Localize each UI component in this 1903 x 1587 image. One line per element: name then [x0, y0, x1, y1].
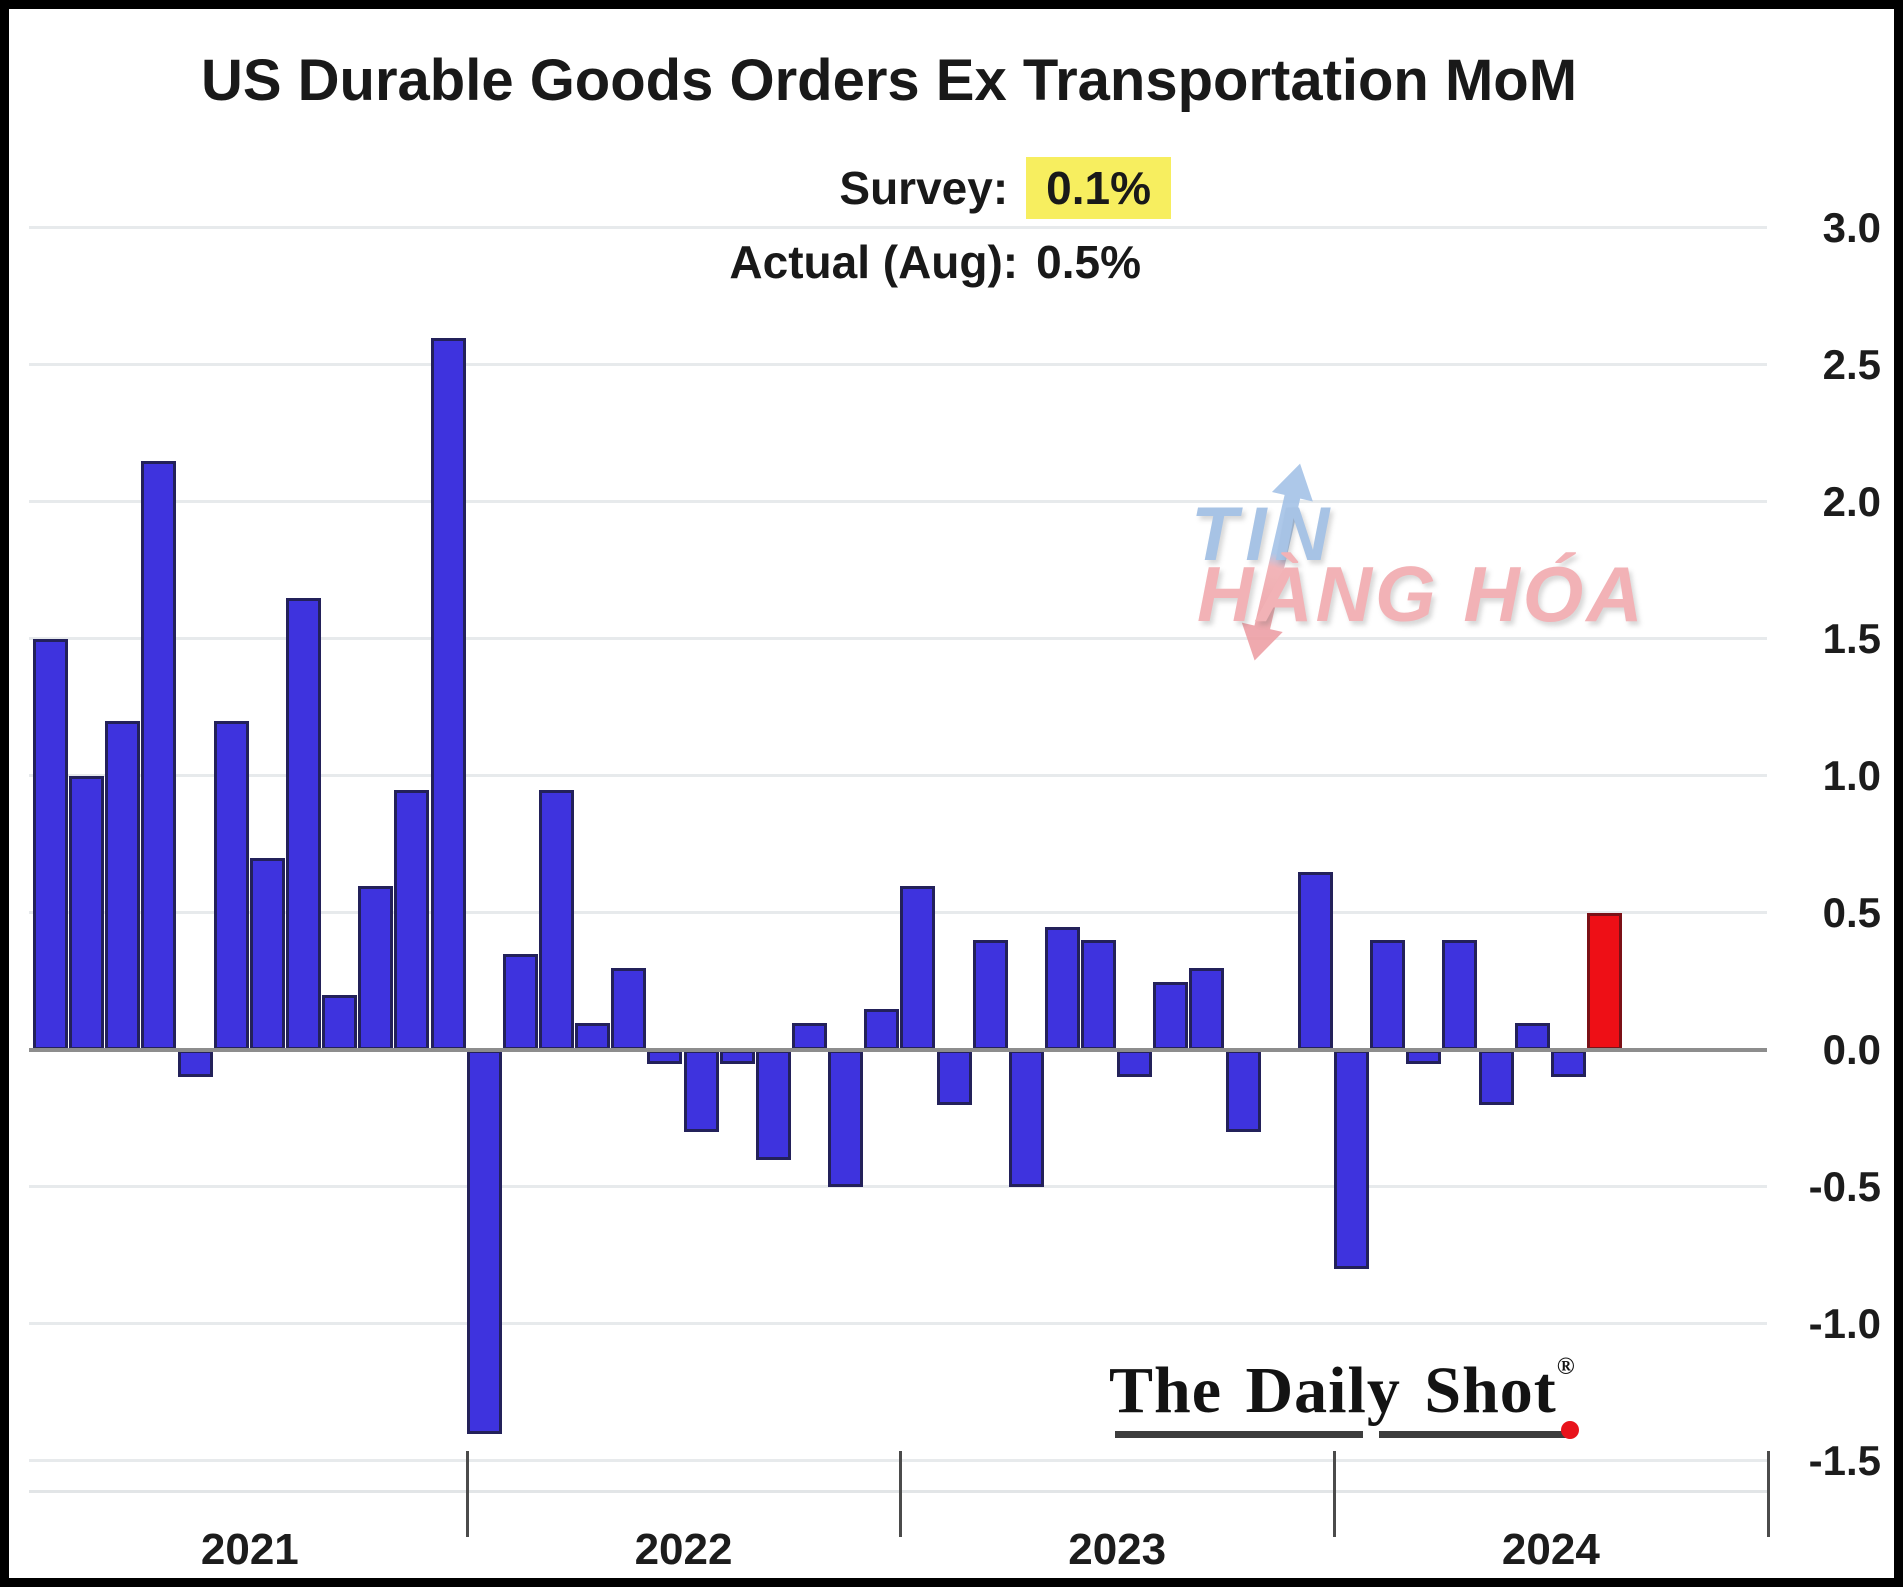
y-axis-tick-label: -1.0: [1808, 1300, 1881, 1347]
bar-2021-2: [69, 776, 105, 1050]
daily-shot-logo: The Daily Shot®: [1109, 1353, 1576, 1429]
year-boundary-tick: [465, 1451, 469, 1537]
y-axis-tick-label: 2.5: [1822, 341, 1881, 388]
y-axis-tick-label: 1.0: [1822, 752, 1881, 799]
bar-2022-9: [755, 1050, 791, 1160]
bar-2021-11: [394, 789, 430, 1050]
bar-2023-10: [1225, 1050, 1261, 1133]
bar-2024-4: [1442, 940, 1478, 1050]
x-axis-year-label-2023: 2023: [1068, 1525, 1167, 1574]
y-axis-tick-label: 0.0: [1822, 1026, 1881, 1073]
survey-row: Survey: 0.1%: [839, 157, 1171, 219]
bar-2022-10: [791, 1022, 827, 1050]
y-axis-tick-label: 3.0: [1822, 204, 1881, 251]
bar-2021-10: [358, 885, 394, 1050]
y-axis-tick-label: 2.0: [1822, 478, 1881, 525]
bar-2022-3: [538, 789, 574, 1050]
bar-2023-6: [1081, 940, 1117, 1050]
registered-mark: ®: [1556, 1354, 1576, 1380]
bar-2022-6: [647, 1050, 683, 1064]
gridline-2.0: [29, 500, 1767, 503]
bar-2024-2: [1370, 940, 1406, 1050]
gridline-2.5: [29, 363, 1767, 366]
bar-2024-7: [1550, 1050, 1586, 1078]
x-axis-line: [29, 1490, 1767, 1493]
gridline-3.0: [29, 226, 1767, 229]
survey-label: Survey:: [839, 162, 1009, 214]
year-boundary-tick: [1333, 1451, 1337, 1537]
bar-2024-3: [1406, 1050, 1442, 1064]
y-axis-tick-label: 0.5: [1822, 889, 1881, 936]
gridline--1.5: [29, 1459, 1767, 1462]
bar-2023-2: [936, 1050, 972, 1105]
survey-value-highlighted: 0.1%: [1026, 157, 1171, 219]
bar-2021-5: [177, 1050, 213, 1078]
bar-2024-1: [1334, 1050, 1370, 1270]
watermark-tin: TIN: [1191, 492, 1338, 577]
bar-2023-9: [1189, 967, 1225, 1050]
bar-2021-6: [213, 721, 249, 1050]
gridline--1.0: [29, 1322, 1767, 1325]
x-axis-year-label-2022: 2022: [634, 1525, 733, 1574]
bar-2021-4: [141, 460, 177, 1050]
chart-plot-area: 3.0 2.5 2.0 1.5 1.0 0.5 0.0 -0.5 -1.0 -1.5 2021 202…: [9, 9, 1894, 1578]
y-axis-tick-label: -0.5: [1808, 1163, 1881, 1210]
logo-red-dot: [1561, 1421, 1579, 1439]
daily-shot-text: The Daily Shot: [1109, 1354, 1557, 1427]
logo-underline-right: [1379, 1431, 1573, 1438]
bar-2023-3: [972, 940, 1008, 1050]
actual-row: Actual (Aug): 0.5%: [729, 235, 1141, 289]
bar-2022-4: [575, 1022, 611, 1050]
bar-2022-11: [828, 1050, 864, 1187]
watermark-hang-hoa: HÀNG HÓA: [1197, 550, 1646, 638]
gridline-0.5: [29, 911, 1767, 914]
x-axis-year-label-2024: 2024: [1501, 1525, 1600, 1574]
year-boundary-tick: [1766, 1451, 1770, 1537]
bar-2022-2: [502, 954, 538, 1050]
chart-title: US Durable Goods Orders Ex Transportatio…: [200, 48, 1578, 113]
bar-2023-1: [900, 885, 936, 1050]
logo-underline-left: [1115, 1431, 1363, 1438]
bar-2021-12: [430, 337, 466, 1050]
bar-2021-3: [105, 721, 141, 1050]
bar-2023-7: [1117, 1050, 1153, 1078]
actual-value: 0.5%: [1036, 236, 1141, 288]
y-axis-tick-label: 1.5: [1822, 615, 1881, 662]
bar-2023-5: [1044, 926, 1080, 1050]
bar-2024-8: [1587, 913, 1623, 1050]
gridline-1.5: [29, 637, 1767, 640]
year-boundary-tick: [899, 1451, 903, 1537]
gridline-1.0: [29, 774, 1767, 777]
bar-2021-1: [33, 639, 68, 1050]
bar-2022-12: [864, 1008, 900, 1050]
bar-2021-8: [285, 597, 321, 1050]
gridline--0.5: [29, 1185, 1767, 1188]
actual-label: Actual (Aug):: [729, 236, 1019, 288]
bar-2022-8: [719, 1050, 755, 1064]
zero-line: [29, 1048, 1767, 1052]
y-axis-tick-label: -1.5: [1808, 1437, 1881, 1484]
bar-2022-5: [611, 967, 647, 1050]
bar-2023-12: [1297, 871, 1333, 1050]
bar-2024-6: [1514, 1022, 1550, 1050]
bar-2022-1: [466, 1050, 502, 1434]
bar-2023-8: [1153, 981, 1189, 1050]
bar-2021-9: [322, 995, 358, 1050]
bar-2021-7: [249, 858, 285, 1050]
bar-2022-7: [683, 1050, 719, 1133]
bar-2023-4: [1008, 1050, 1044, 1187]
x-axis-year-label-2021: 2021: [200, 1525, 299, 1574]
bar-2024-5: [1478, 1050, 1514, 1105]
